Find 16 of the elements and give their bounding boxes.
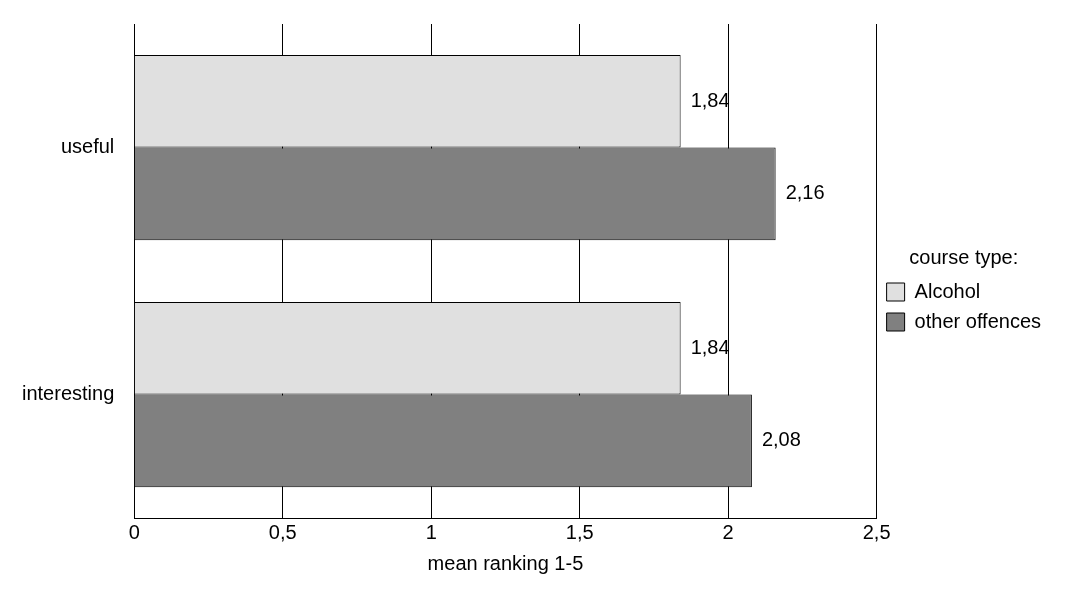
legend-label: Alcohol bbox=[914, 279, 981, 302]
legend-title: course type: bbox=[909, 245, 1019, 268]
y-tick-label: interesting bbox=[21, 382, 115, 405]
x-tick-label: 1,5 bbox=[565, 520, 594, 543]
x-tick-label: 2 bbox=[722, 520, 734, 543]
y-tick-label: useful bbox=[60, 135, 115, 158]
x-tick-label: 0 bbox=[128, 520, 140, 543]
data-label: 2,16 bbox=[785, 181, 825, 204]
x-tick-label: 1 bbox=[425, 520, 437, 543]
data-label: 1,84 bbox=[690, 335, 730, 358]
legend-label: other offences bbox=[914, 309, 1041, 332]
x-tick-label: 0,5 bbox=[268, 520, 297, 543]
data-label: 2,08 bbox=[761, 428, 801, 451]
data-label: 1,84 bbox=[690, 88, 730, 111]
x-axis-title: mean ranking 1-5 bbox=[427, 551, 584, 574]
x-tick-label: 2,5 bbox=[862, 520, 891, 543]
